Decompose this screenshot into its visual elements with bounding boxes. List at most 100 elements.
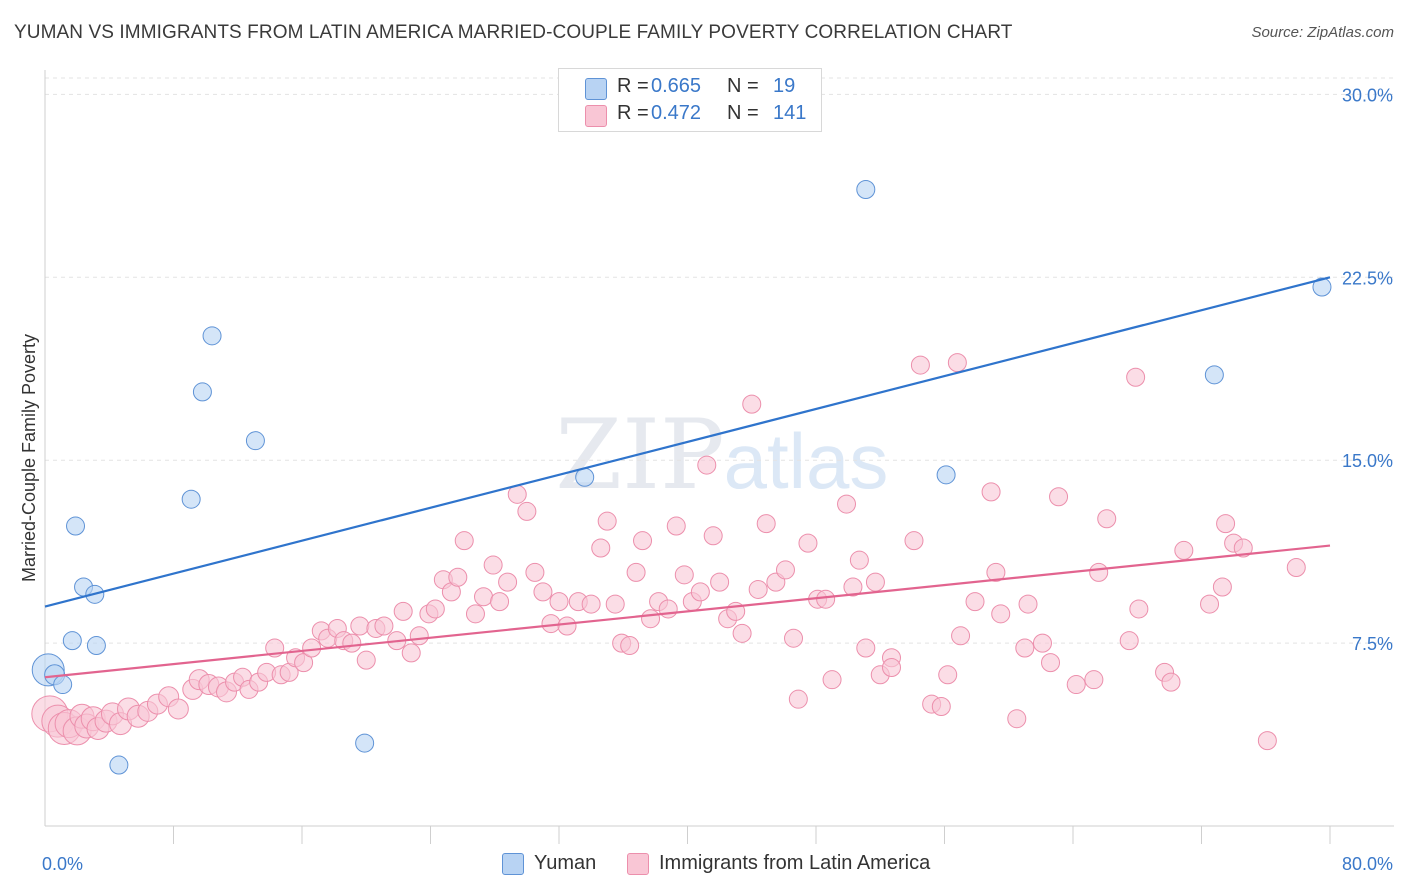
latin-point — [350, 616, 370, 636]
n-label: N = — [727, 102, 759, 124]
yuman-point — [66, 516, 86, 536]
latin-point — [1097, 509, 1117, 529]
yuman-point — [1312, 277, 1332, 297]
series-name: Immigrants from Latin America — [659, 852, 931, 874]
latin-point — [302, 638, 322, 658]
latin-point — [1161, 672, 1181, 692]
yuman-swatch — [585, 78, 607, 100]
latin-point — [991, 604, 1011, 624]
latin-point — [454, 531, 474, 551]
latin-point — [167, 698, 189, 720]
latin-point — [816, 589, 836, 609]
latin-point — [837, 494, 857, 514]
latin-point — [742, 394, 762, 414]
yuman-point — [181, 489, 201, 509]
latin-point — [356, 650, 376, 670]
latin-point — [658, 599, 678, 619]
tick-labels: 7.5% 15.0% 22.5% 30.0% 0.0% 80.0% — [42, 85, 1393, 874]
latin-point — [910, 355, 930, 375]
latin-point — [775, 560, 795, 580]
latin-point — [710, 572, 730, 592]
latin-point — [401, 643, 421, 663]
latin-point — [1286, 557, 1306, 577]
latin-point — [1119, 631, 1139, 651]
latin-point — [697, 455, 717, 475]
latin-point — [1032, 633, 1052, 653]
latin-point — [1066, 675, 1086, 695]
x-tick-label: 0.0% — [42, 854, 83, 874]
latin-point — [756, 514, 776, 534]
latin-point — [425, 599, 445, 619]
latin-point — [641, 609, 661, 629]
latin-point — [517, 501, 537, 521]
n-label: N = — [727, 75, 759, 97]
latin-point — [881, 657, 901, 677]
n-value: 19 — [773, 75, 796, 97]
latin-point — [849, 550, 869, 570]
latin-point — [788, 689, 808, 709]
latin-point — [533, 582, 553, 602]
x-tick-label: 80.0% — [1342, 854, 1393, 874]
y-tick-label: 30.0% — [1342, 85, 1393, 105]
latin-point — [1129, 599, 1149, 619]
latin-point — [620, 636, 640, 656]
latin-point — [798, 533, 818, 553]
latin-point — [1233, 538, 1253, 558]
latin-point — [1212, 577, 1232, 597]
latin-point — [448, 567, 468, 587]
latin-point — [409, 626, 429, 646]
latin-point — [483, 555, 503, 575]
latin-point — [1049, 487, 1069, 507]
latin-point — [1007, 709, 1027, 729]
latin-point — [690, 582, 710, 602]
latin-swatch — [627, 853, 649, 875]
latin-point — [965, 592, 985, 612]
latin-point — [591, 538, 611, 558]
latin-point — [666, 516, 686, 536]
yuman-point — [936, 465, 956, 485]
latin-point — [1126, 367, 1146, 387]
latin-point — [865, 572, 885, 592]
latin-point — [626, 562, 646, 582]
latin-point — [1015, 638, 1035, 658]
series — [31, 179, 1332, 775]
y-tick-label: 22.5% — [1342, 268, 1393, 288]
latin-point — [938, 665, 958, 685]
latin-trend-line — [44, 544, 1331, 679]
latin-point — [732, 623, 752, 643]
latin-point — [1089, 562, 1109, 582]
n-value: 141 — [773, 102, 807, 124]
yuman-point — [192, 382, 212, 402]
correlation-legend: R = 0.665 N = 19 R = 0.472 N = 141 — [558, 68, 822, 132]
latin-point — [633, 531, 653, 551]
latin-point — [1216, 514, 1236, 534]
latin-point — [374, 616, 394, 636]
yuman-point — [86, 636, 106, 656]
grid — [45, 77, 1394, 644]
latin-point — [674, 565, 694, 585]
yuman-point — [53, 675, 73, 695]
latin-point — [1041, 653, 1061, 673]
latin-point — [1018, 594, 1038, 614]
latin-point — [342, 633, 362, 653]
r-value: 0.665 — [651, 75, 702, 97]
yuman-point — [62, 631, 82, 651]
yuman-trend-line — [44, 276, 1331, 608]
latin-point — [947, 353, 967, 373]
latin-point — [541, 614, 561, 634]
latin-point — [1200, 594, 1220, 614]
yuman-swatch — [502, 853, 524, 875]
latin-point — [597, 511, 617, 531]
latin-point — [1174, 540, 1194, 560]
latin-point — [474, 587, 494, 607]
latin-point — [1084, 670, 1104, 690]
latin-point — [525, 562, 545, 582]
latin-point — [843, 577, 863, 597]
latin-point — [904, 531, 924, 551]
watermark-atlas: atlas — [724, 417, 889, 505]
yuman-point — [856, 179, 876, 199]
latin-point — [931, 697, 951, 717]
yuman-point — [1204, 365, 1224, 385]
y-tick-label: 7.5% — [1352, 634, 1393, 654]
